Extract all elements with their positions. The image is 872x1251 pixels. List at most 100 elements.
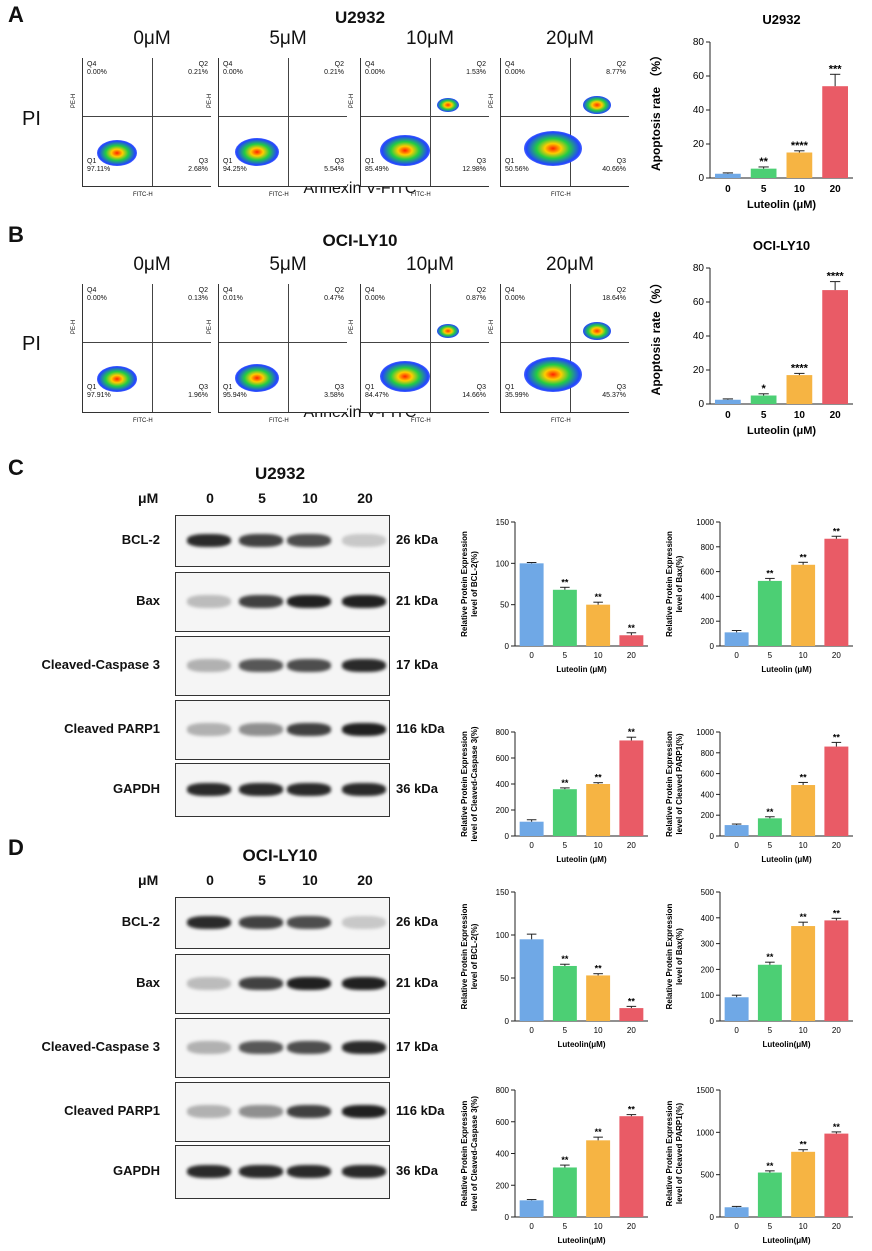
blot-band: [187, 1165, 231, 1178]
significance-mark: **: [766, 1161, 774, 1171]
western-unit-label: μM: [138, 490, 159, 506]
bar: [715, 399, 741, 404]
density-cloud: [380, 361, 430, 392]
bar: [724, 1207, 749, 1217]
x-tick-label: 10: [594, 841, 603, 850]
blot-kda-label: 116 kDa: [396, 721, 445, 736]
flow-plot: Q4 0.00% Q2 18.64% Q1 35.99% Q3 45.37% FITC-H PE-…: [489, 284, 629, 424]
flow-y-axis-label: PE-H: [71, 319, 78, 335]
x-tick-label: 10: [594, 1222, 603, 1231]
chart-d-caspase3: 0 200 400 600 800 0 ** 5 ** 10 ** 20 Luteolin(μM) Rel…: [460, 1086, 648, 1245]
blot-kda-label: 26 kDa: [396, 532, 438, 547]
blot-strip: [175, 1145, 390, 1199]
y-axis-label-group: Relative Protein Expressionlevel of Clea…: [665, 1100, 684, 1206]
flow-x-axis-label: FITC-H: [269, 192, 289, 198]
x-tick-label: 20: [832, 1222, 841, 1231]
x-tick-label: 20: [832, 1026, 841, 1035]
quadrant-id: Q1: [365, 158, 375, 165]
blot-band: [287, 783, 331, 796]
blot-band: [187, 595, 231, 608]
flow-a-title: U2932: [334, 8, 386, 27]
bar: [724, 825, 749, 836]
bar: [586, 1140, 611, 1217]
x-axis-label: Luteolin (μM): [761, 855, 812, 864]
x-tick-label: 10: [799, 1026, 808, 1035]
quadrant-percent: 0.01%: [223, 295, 243, 302]
y-tick-label: 150: [496, 888, 510, 897]
y-tick-label: 50: [500, 974, 509, 983]
density-cloud: [380, 135, 430, 166]
quadrant-id: Q3: [616, 158, 626, 165]
quadrant-id: Q4: [223, 61, 233, 68]
quadrant-id: Q3: [198, 158, 208, 165]
y-axis-label-line: level of Cleaved PARP1(%): [675, 733, 684, 835]
blot-strip: [175, 763, 390, 817]
flow-plot: Q4 0.00% Q2 0.13% Q1 97.91% Q3 1.96% FITC-H PE-H: [71, 284, 211, 424]
flow-x-axis-label: FITC-H: [269, 418, 289, 424]
quadrant-id: Q2: [334, 287, 344, 294]
x-tick-label: 10: [794, 184, 806, 195]
quadrant-id: Q1: [87, 158, 97, 165]
y-tick-label: 20: [693, 365, 705, 376]
quadrant-hline: [83, 115, 211, 117]
y-tick-label: 600: [701, 568, 715, 577]
bar: [552, 789, 577, 836]
flow-conc-label: 0μM: [133, 254, 171, 275]
flow-conc-label: 10μM: [406, 28, 454, 49]
quadrant-q1-label: Q1 94.25%: [223, 158, 247, 174]
blot-band: [342, 977, 386, 990]
significance-mark: **: [766, 952, 774, 962]
quadrant-q4-label: Q4 0.01%: [223, 287, 243, 303]
y-tick-label: 1500: [696, 1086, 714, 1095]
quadrant-q2-label: Q2 8.77%: [606, 61, 626, 77]
western-c-title: U2932: [254, 464, 306, 483]
x-tick-label: 0: [529, 651, 534, 660]
significance-mark: ****: [791, 362, 809, 374]
quadrant-percent: 97.11%: [87, 166, 111, 173]
flow-plot: Q4 0.00% Q2 0.21% Q1 94.25% Q3 5.54% FITC-H PE-H: [207, 58, 347, 198]
y-axis-label-group: Relative Protein Expressionlevel of BCL-…: [460, 903, 479, 1009]
quadrant-percent: 0.13%: [188, 295, 208, 302]
flow-a-ylabel: PI: [22, 108, 41, 130]
bar: [757, 964, 782, 1021]
quadrant-vline: [152, 284, 154, 412]
blot-row-label: BCL-2: [121, 532, 160, 547]
quadrant-percent: 97.91%: [87, 392, 111, 399]
quadrant-id: Q1: [505, 158, 515, 165]
x-tick-label: 0: [734, 651, 739, 660]
blot-band: [287, 1041, 331, 1054]
quadrant-q2-label: Q2 0.47%: [324, 287, 344, 303]
blot-band: [239, 916, 283, 929]
y-axis-label-line: Relative Protein Expression: [460, 731, 469, 837]
significance-mark: **: [766, 807, 774, 817]
quadrant-percent: 0.21%: [188, 69, 208, 76]
y-axis-label-line: level of Cleaved-Caspase 3(%): [470, 1096, 479, 1211]
blot-row-label: GAPDH: [113, 1163, 160, 1178]
y-tick-label: 1000: [696, 728, 714, 737]
y-axis-label-group: Relative Protein Expressionlevel of Clea…: [665, 731, 684, 837]
blot-kda-label: 17 kDa: [396, 1039, 438, 1054]
quadrant-percent: 0.00%: [365, 295, 385, 302]
quadrant-hline: [219, 341, 347, 343]
blot-row-label: Cleaved-Caspase 3: [41, 657, 160, 672]
y-axis-label-line: level of Cleaved PARP1(%): [675, 1103, 684, 1205]
y-tick-label: 40: [693, 331, 705, 342]
y-tick-label: 0: [505, 642, 510, 651]
blot-band: [287, 916, 331, 929]
quadrant-q4-label: Q4 0.00%: [87, 61, 107, 77]
x-tick-label: 5: [563, 1026, 568, 1035]
y-axis-label: Relative Protein Expressionlevel of BCL-…: [460, 903, 479, 1009]
x-tick-label: 0: [734, 1026, 739, 1035]
y-tick-label: 40: [693, 105, 705, 116]
quadrant-q3-label: Q3 14.66%: [462, 384, 486, 400]
quadrant-percent: 8.77%: [606, 69, 626, 76]
y-axis-label: Relative Protein Expressionlevel of Bax(…: [665, 531, 684, 637]
quadrant-q4-label: Q4 0.00%: [87, 287, 107, 303]
flow-plot: Q4 0.01% Q2 0.47% Q1 95.94% Q3 3.58% FITC-H PE-H: [207, 284, 347, 424]
bar: [619, 1008, 644, 1021]
blot-kda-label: 36 kDa: [396, 781, 438, 796]
x-tick-label: 5: [768, 1026, 773, 1035]
quadrant-q4-label: Q4 0.00%: [223, 61, 243, 77]
quadrant-id: Q3: [334, 158, 344, 165]
chart-title: U2932: [762, 12, 800, 27]
